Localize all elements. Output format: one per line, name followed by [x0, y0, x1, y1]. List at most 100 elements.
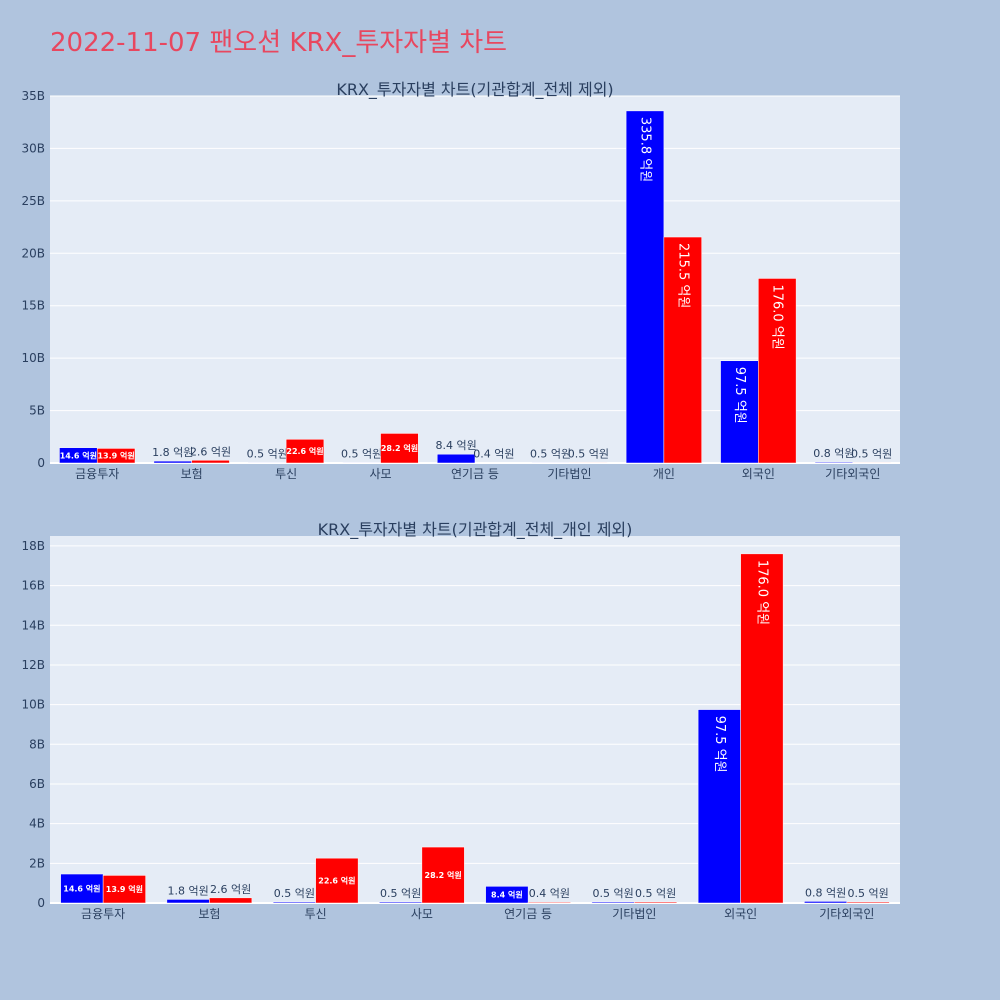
bar-value-label: 176.0 억원 [754, 560, 769, 625]
bar [814, 461, 854, 464]
x-tick-label: 사모 [411, 907, 433, 921]
bar-value-label: 0.5 억원 [851, 447, 892, 460]
bar-value-label: 176.0 억원 [770, 284, 785, 349]
x-tick-label: 개인 [653, 467, 675, 481]
chart-bottom: 0 2B 4B 6B 8B 10B 12B 14B 16B 18B KRX_투자자별 차트(기관합계… [21, 520, 900, 921]
bar-value-label: 2.6 억원 [190, 445, 231, 458]
y-tick-label: 2B [29, 856, 45, 870]
bar [272, 901, 316, 904]
x-tick-label: 기타법인 [612, 907, 656, 921]
page-title: 2022-11-07 팬오션 KRX_투자자별 차트 [50, 28, 508, 58]
bar-value-label: 22.6 억원 [286, 446, 323, 456]
bar [697, 709, 741, 904]
bar [191, 460, 230, 464]
x-tick-label: 기타법인 [547, 467, 591, 481]
bar-value-label: 0.5 억원 [274, 887, 315, 900]
bar-value-label: 8.4 억원 [435, 439, 476, 452]
bar [285, 439, 325, 464]
bar-value-label: 2.6 억원 [210, 883, 251, 896]
x-tick-label: 금융투자 [81, 907, 125, 921]
x-tick-label: 연기금 등 [504, 907, 552, 921]
chart-top: 0 5B 10B 15B 20B 25B 30B 35B KRX_투자자별 차트(기관합계_전체… [21, 80, 900, 481]
bar [248, 462, 287, 464]
bar-value-label: 14.6 억원 [63, 884, 100, 894]
bar-value-label: 14.6 억원 [60, 450, 97, 460]
bar [380, 433, 419, 464]
y-tick-label: 35B [21, 89, 45, 103]
bar-value-label: 0.4 억원 [529, 887, 570, 900]
x-tick-label: 기타외국인 [825, 467, 880, 481]
bar-value-label: 0.4 억원 [473, 448, 514, 461]
bar-value-label: 13.9 억원 [97, 451, 134, 461]
bar-value-label: 215.5 억원 [675, 243, 690, 308]
bar [436, 453, 476, 464]
x-tick-label: 금융투자 [75, 467, 119, 481]
x-tick-label: 외국인 [724, 907, 757, 921]
chart-title: KRX_투자자별 차트(기관합계_전체_개인 제외) [318, 520, 633, 540]
x-tick-label: 연기금 등 [451, 467, 499, 481]
bar [663, 236, 702, 464]
y-tick-label: 8B [29, 737, 45, 751]
x-tick-label: 보험 [198, 907, 220, 921]
bar [379, 901, 423, 904]
bar-value-label: 0.8 억원 [813, 447, 854, 460]
bar [153, 460, 192, 464]
y-tick-label: 15B [21, 299, 45, 313]
bar [315, 857, 359, 904]
bar-value-label: 28.2 억원 [381, 443, 418, 453]
y-tick-label: 16B [21, 579, 45, 593]
bar [421, 846, 465, 904]
bar-value-label: 0.5 억원 [530, 447, 571, 460]
y-tick-label: 10B [21, 351, 45, 365]
chart-title: KRX_투자자별 차트(기관합계_전체 제외) [336, 80, 613, 100]
bar-value-label: 22.6 억원 [318, 876, 355, 886]
bar [804, 901, 848, 904]
bar [846, 901, 890, 904]
bar [102, 875, 146, 904]
bar [485, 886, 529, 904]
bar-value-label: 28.2 억원 [425, 870, 462, 880]
x-tick-label: 투신 [305, 907, 327, 921]
bar [527, 901, 571, 904]
y-tick-label: 12B [21, 658, 45, 672]
bar-value-label: 97.5 억원 [712, 716, 727, 773]
x-tick-label: 보험 [181, 467, 203, 481]
bar-value-label: 1.8 억원 [152, 446, 193, 459]
y-tick-label: 4B [29, 817, 45, 831]
bar [342, 462, 381, 464]
y-tick-label: 20B [21, 246, 45, 260]
bar [625, 110, 665, 464]
bar-value-label: 0.5 억원 [848, 887, 889, 900]
bar [634, 901, 678, 904]
bar [591, 901, 635, 904]
bar-value-label: 0.5 억원 [593, 887, 634, 900]
y-tick-label: 14B [21, 618, 45, 632]
y-tick-label: 6B [29, 777, 45, 791]
bar-value-label: 97.5 억원 [732, 367, 747, 424]
bar-value-label: 0.5 억원 [635, 887, 676, 900]
bar-value-label: 335.8 억원 [638, 117, 653, 182]
x-tick-label: 기타외국인 [819, 907, 874, 921]
y-tick-label: 30B [21, 141, 45, 155]
y-tick-label: 10B [21, 698, 45, 712]
bar [758, 278, 797, 464]
bar-value-label: 0.5 억원 [380, 887, 421, 900]
y-tick-label: 5B [29, 404, 45, 418]
y-tick-label: 0 [37, 456, 45, 470]
bar [740, 553, 784, 904]
bar-value-label: 1.8 억원 [168, 884, 209, 897]
bar-value-label: 0.5 억원 [247, 447, 288, 460]
x-tick-label: 투신 [275, 467, 297, 481]
bar [209, 897, 253, 904]
bar-value-label: 0.5 억원 [568, 447, 609, 460]
y-tick-label: 0 [37, 896, 45, 910]
bar [96, 448, 136, 464]
bar [852, 462, 891, 464]
bar [60, 873, 104, 904]
bar-value-label: 8.4 억원 [491, 890, 523, 900]
bar-value-label: 0.5 억원 [341, 447, 382, 460]
bar-value-label: 13.9 억원 [106, 884, 143, 894]
bar [166, 899, 210, 904]
y-tick-label: 25B [21, 194, 45, 208]
bar [569, 462, 608, 464]
